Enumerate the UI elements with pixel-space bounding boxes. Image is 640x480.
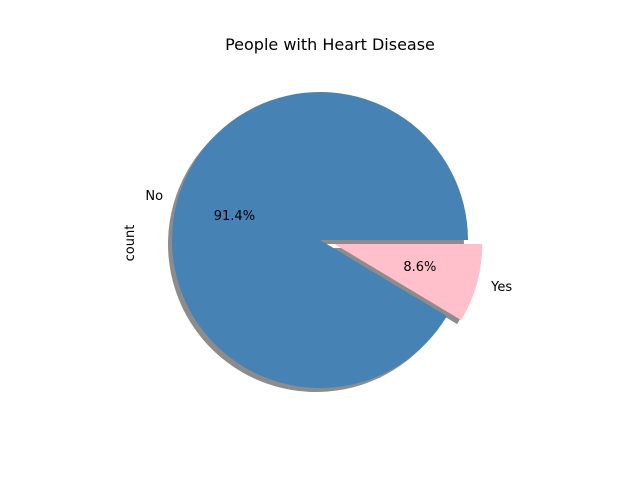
pie-slice-yes [334,243,483,321]
pie-label-layer: No 91.4% Yes 8.6% [145,189,512,295]
chart-title: People with Heart Disease [225,35,435,54]
slice-label-no: No [145,189,163,204]
pie-slice-no [172,91,468,388]
y-axis-label: count [123,225,138,262]
slice-pct-label-no: 91.4% [214,209,255,224]
slice-label-yes: Yes [490,280,512,295]
pie-slice-layer [172,91,483,388]
slice-pct-label-yes: 8.6% [403,260,436,275]
